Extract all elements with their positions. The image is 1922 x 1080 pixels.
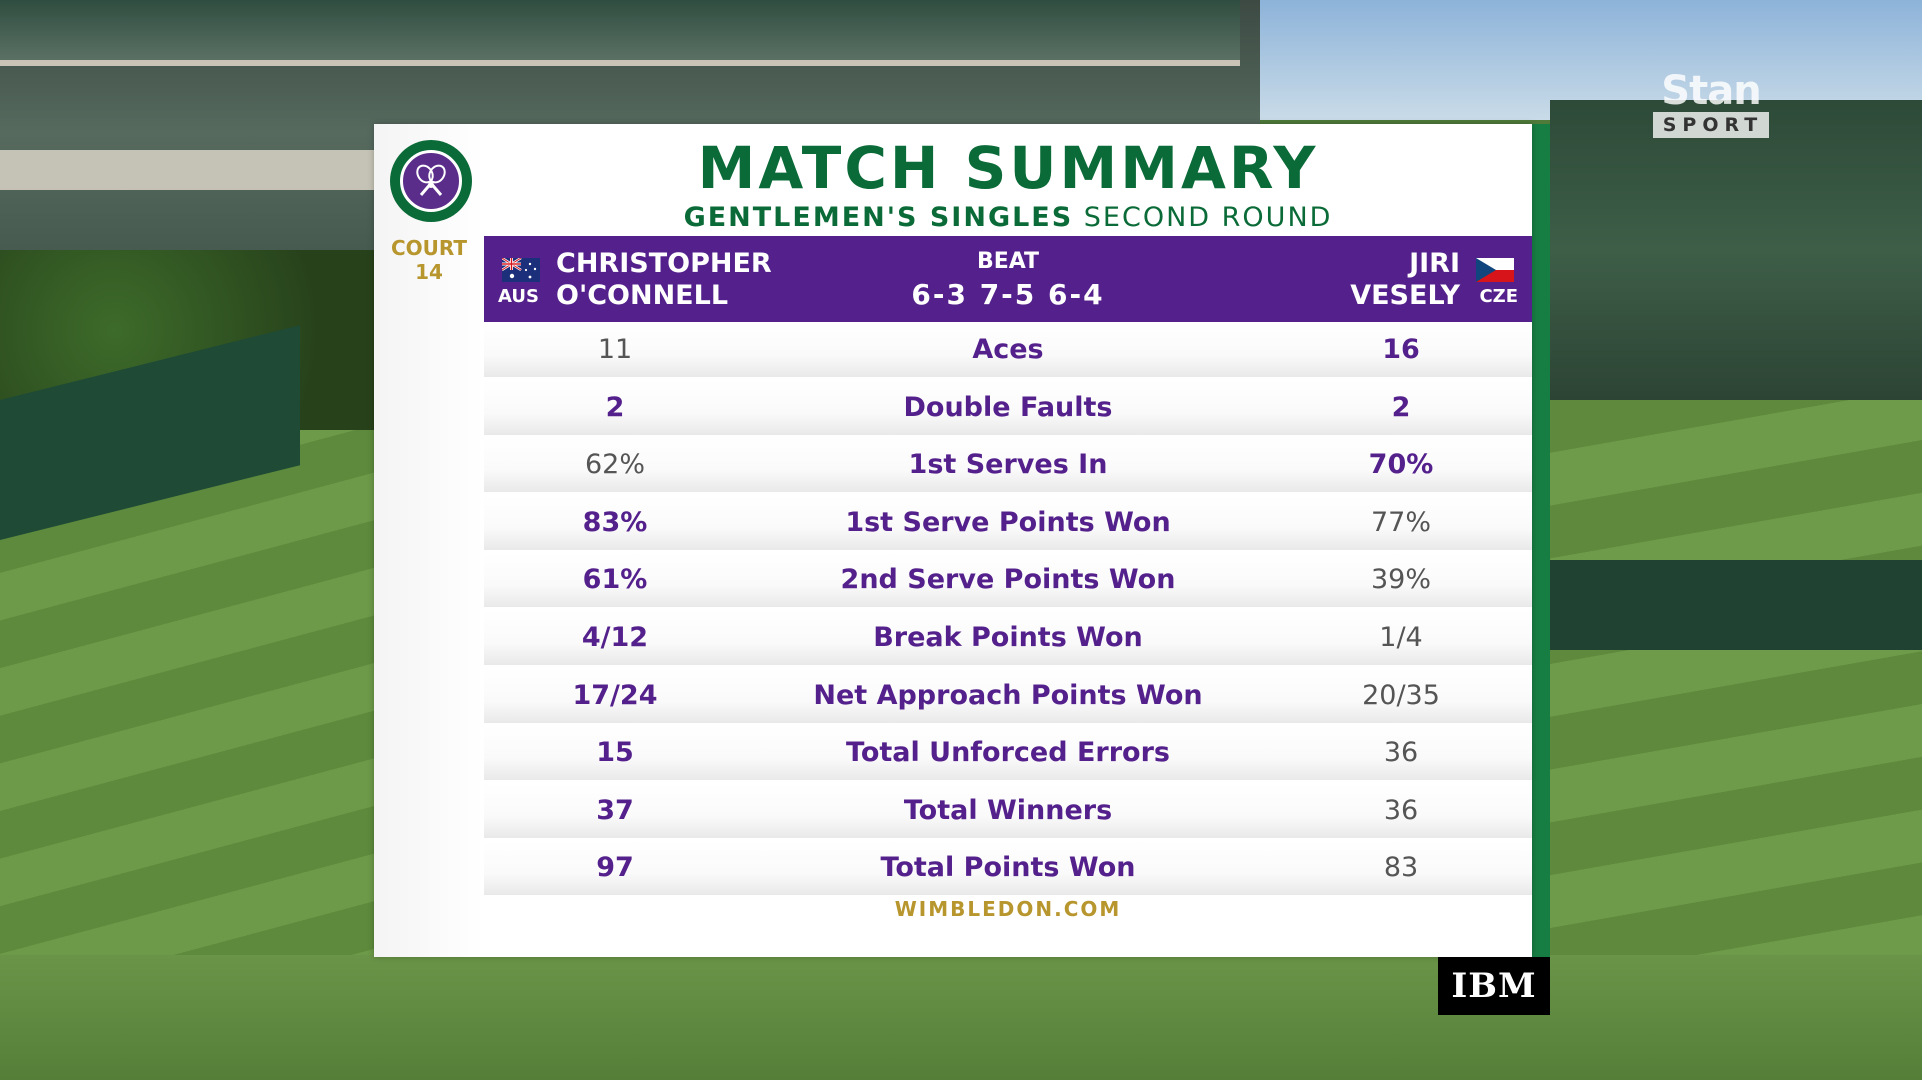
stat-row: 61% 2nd Serve Points Won 39%: [484, 552, 1532, 608]
footer-website: WIMBLEDON.COM: [894, 897, 1122, 921]
event-name: GENTLEMEN'S SINGLES: [683, 202, 1074, 233]
australia-flag-icon: [502, 258, 540, 282]
player1-stat-value: 37: [596, 794, 634, 826]
player2-stat-value: 70%: [1368, 449, 1434, 481]
stat-label: Total Winners: [903, 794, 1113, 826]
player1-stat-value: 4/12: [581, 621, 649, 653]
stat-label: Break Points Won: [873, 621, 1143, 653]
stat-label: 1st Serve Points Won: [845, 506, 1171, 538]
player1-stat-value: 83%: [582, 506, 648, 538]
stat-label: Total Points Won: [880, 852, 1136, 884]
broadcaster-name: Stan: [1661, 68, 1761, 114]
stat-row: 15 Total Unforced Errors 36: [484, 725, 1532, 781]
stat-label: Total Unforced Errors: [846, 737, 1170, 769]
player1-stat-value: 2: [605, 391, 625, 423]
court-label: COURT 14: [374, 236, 484, 284]
page-title: MATCH SUMMARY: [697, 134, 1319, 202]
player1-stat-value: 61%: [582, 564, 648, 596]
player1-stat-value: 17/24: [572, 679, 658, 711]
player1-last-name: O'CONNELL: [556, 280, 729, 311]
match-header: AUS CHRISTOPHER O'CONNELL BEAT 6-3 7-5 6…: [484, 236, 1532, 322]
broadcaster-logo: Stan SPORT: [1652, 70, 1770, 140]
stadium-roof: [0, 0, 1240, 66]
stats-table: 11 Aces 16 2 Double Faults 2 62% 1st Serves In 7…: [484, 322, 1532, 898]
court-fence: [1550, 560, 1922, 650]
match-summary-card: COURT 14 MATCH SUMMARY GENTLEMEN'S SINGL…: [374, 124, 1532, 957]
stat-row: 37 Total Winners 36: [484, 782, 1532, 838]
player2-stat-value: 20/35: [1362, 679, 1440, 711]
stat-row: 4/12 Break Points Won 1/4: [484, 609, 1532, 665]
balcony: [0, 150, 380, 190]
court-word: COURT: [390, 236, 468, 260]
stat-row: 97 Total Points Won 83: [484, 840, 1532, 896]
player2-stat-value: 2: [1391, 391, 1411, 423]
player1-first-name: CHRISTOPHER: [556, 248, 772, 279]
stat-label: 2nd Serve Points Won: [840, 564, 1176, 596]
player2-stat-value: 1/4: [1379, 621, 1423, 653]
page-subtitle: GENTLEMEN'S SINGLES SECOND ROUND: [484, 200, 1532, 236]
stat-label: Aces: [972, 334, 1044, 365]
sponsor-logo: IBM: [1438, 957, 1550, 1015]
broadcaster-sub: SPORT: [1652, 112, 1770, 138]
player2-first-name: JIRI: [1409, 248, 1460, 279]
stat-row: 83% 1st Serve Points Won 77%: [484, 494, 1532, 550]
stat-row: 11 Aces 16: [484, 322, 1532, 377]
card-edge: [1532, 124, 1550, 957]
right-stands: [1550, 100, 1922, 400]
side-panel: COURT 14: [374, 124, 484, 957]
stat-row: 17/24 Net Approach Points Won 20/35: [484, 667, 1532, 723]
player2-stat-value: 83: [1383, 852, 1419, 884]
player2-country: CZE: [1479, 286, 1518, 307]
player2-stat-value: 16: [1382, 334, 1420, 365]
crossed-rackets-icon: [400, 150, 462, 212]
grass-foreground: [0, 955, 1922, 1080]
stat-row: 62% 1st Serves In 70%: [484, 437, 1532, 493]
player2-stat-value: 36: [1383, 737, 1419, 769]
player1-stat-value: 11: [597, 334, 633, 365]
player2-stat-value: 36: [1383, 794, 1419, 826]
player1-stat-value: 97: [596, 852, 634, 884]
match-score: 6-3 7-5 6-4: [911, 278, 1105, 311]
stat-label: 1st Serves In: [908, 449, 1108, 481]
match-result: BEAT: [976, 249, 1040, 274]
player2-stat-value: 77%: [1370, 506, 1431, 538]
stat-row: 2 Double Faults 2: [484, 379, 1532, 435]
player2-last-name: VESELY: [1350, 280, 1460, 311]
stat-label: Net Approach Points Won: [813, 679, 1203, 711]
player2-stat-value: 39%: [1370, 564, 1431, 596]
stat-label: Double Faults: [903, 391, 1113, 423]
wimbledon-crest-icon: [390, 140, 472, 222]
court-number: 14: [415, 260, 443, 284]
czech-flag-icon: [1476, 258, 1514, 282]
player1-stat-value: 15: [596, 737, 634, 769]
player1-stat-value: 62%: [584, 449, 645, 481]
player1-country: AUS: [498, 286, 539, 307]
round-name: SECOND ROUND: [1083, 202, 1333, 233]
